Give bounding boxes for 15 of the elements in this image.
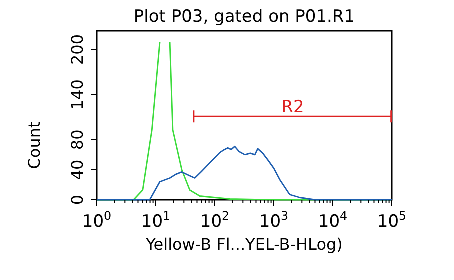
x-tick-label: 10$^{0}$: [82, 209, 112, 232]
y-tick-label: 0: [68, 194, 87, 206]
x-tick-label: 10$^{3}$: [259, 209, 289, 232]
y-tick-label: 200: [68, 34, 87, 66]
x-tick-label: 10$^{1}$: [141, 209, 171, 232]
chart-title: Plot P03, gated on P01.R1: [134, 7, 356, 27]
x-tick-label: 10$^{4}$: [318, 209, 348, 232]
y-axis-title: Count: [25, 122, 44, 170]
x-tick-label: 10$^{5}$: [377, 209, 407, 232]
y-tick-label: 140: [68, 80, 87, 110]
series-label: R2: [282, 98, 304, 118]
x-axis-title: Yellow-B Fl...YEL-B-HLog): [145, 235, 343, 254]
y-tick-label: 80: [68, 130, 87, 150]
y-tick-label: 40: [68, 160, 87, 180]
x-tick-label: 10$^{2}$: [200, 209, 230, 232]
